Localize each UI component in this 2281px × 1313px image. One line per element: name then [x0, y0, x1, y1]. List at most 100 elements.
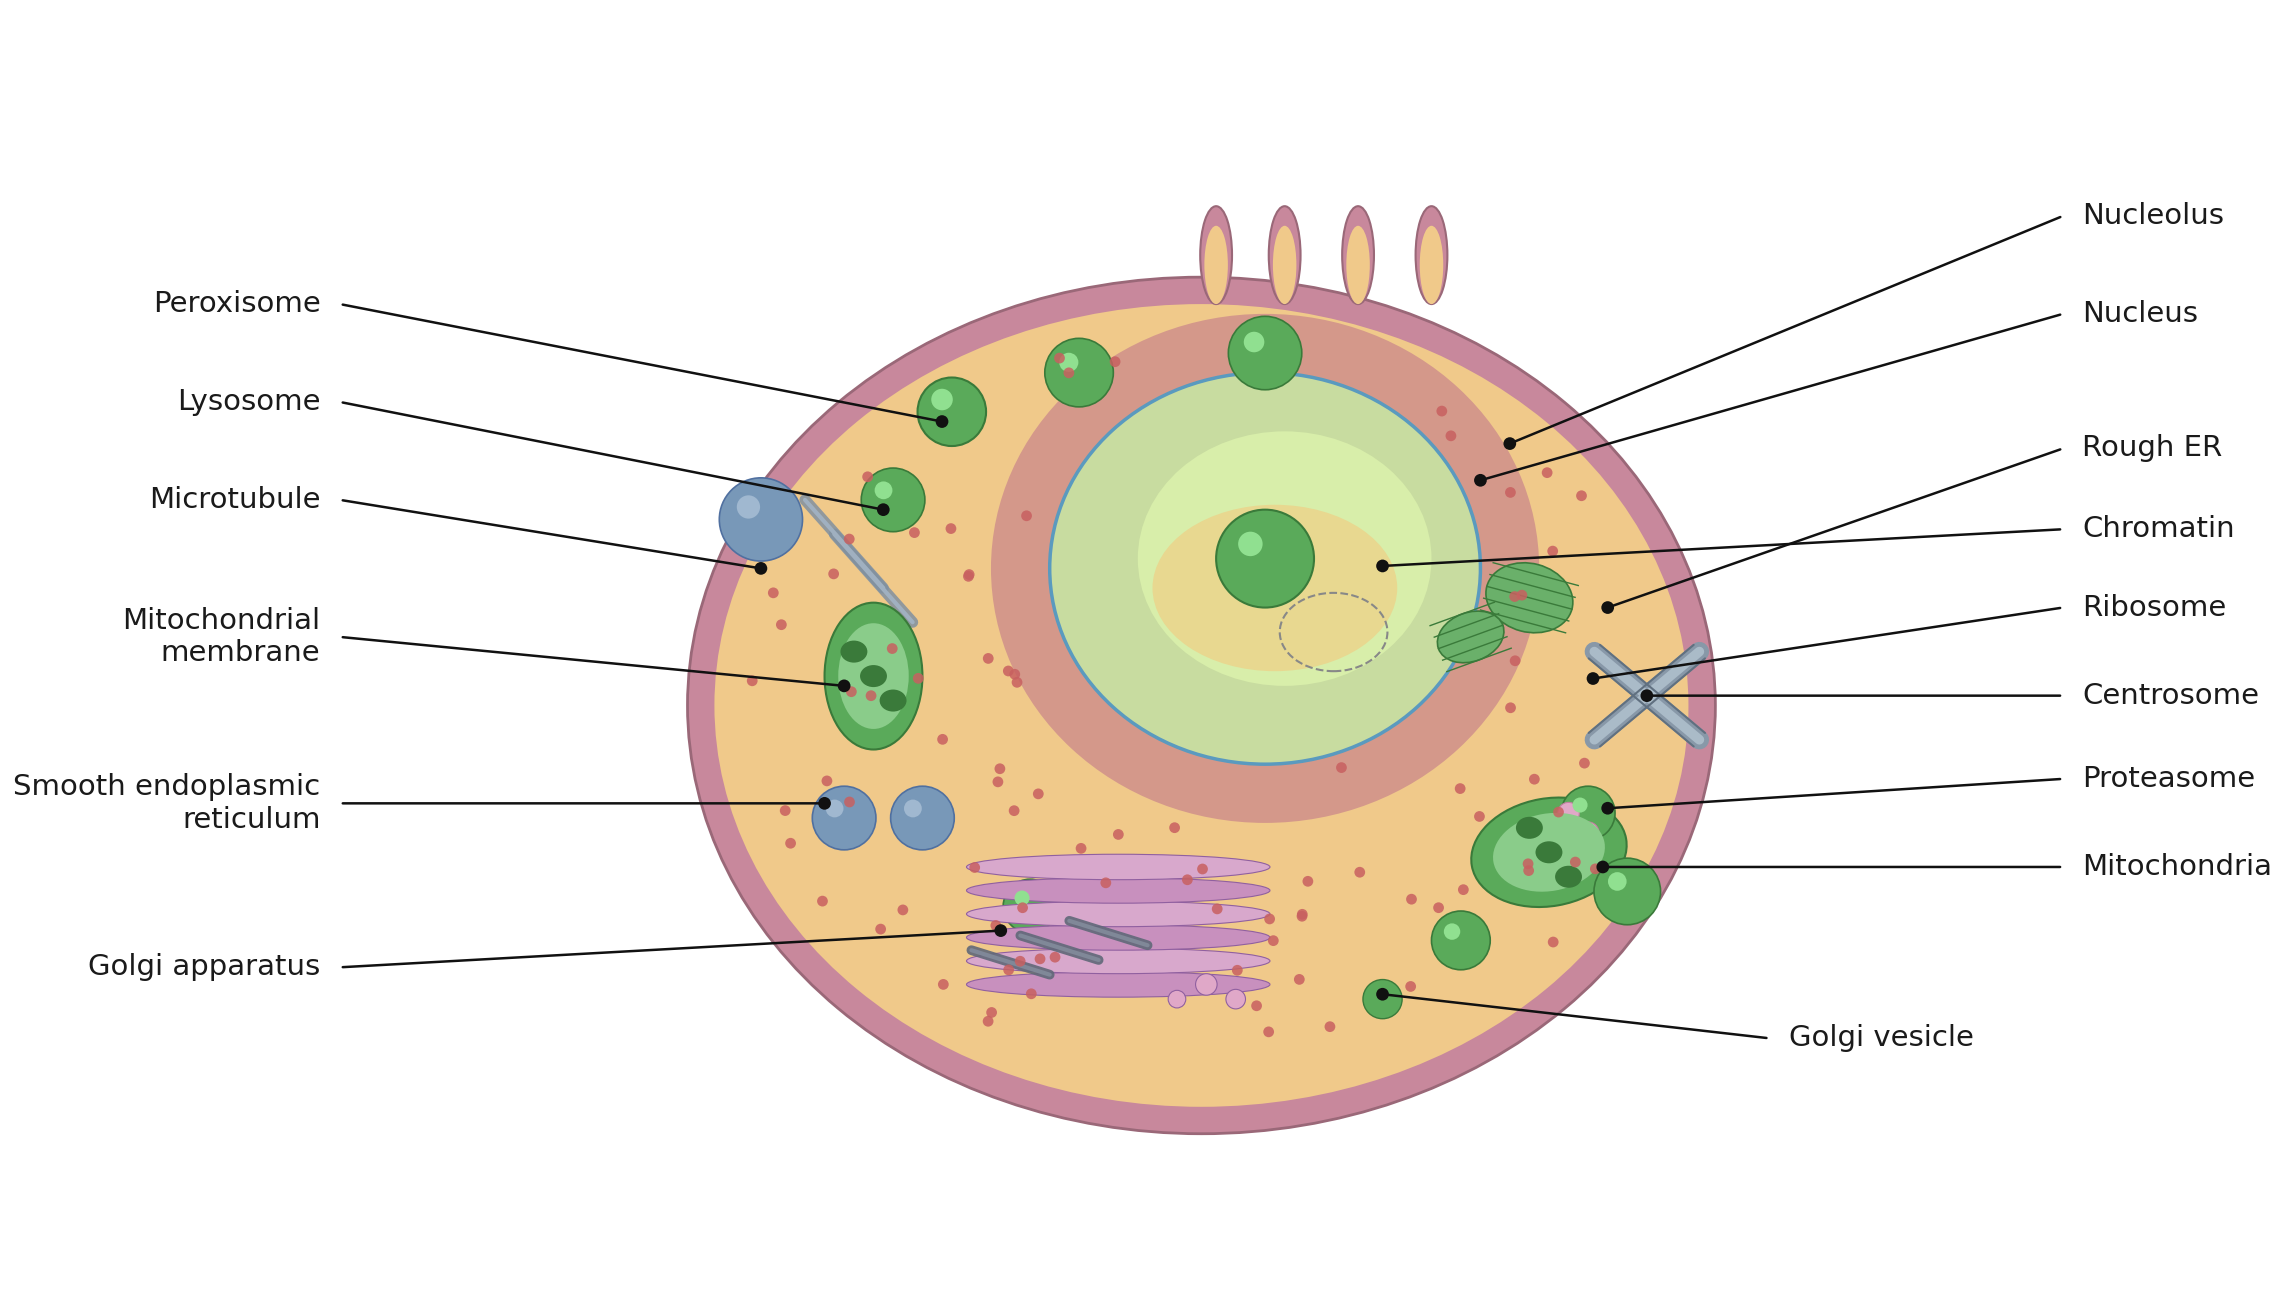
- Circle shape: [1111, 356, 1120, 368]
- Ellipse shape: [812, 786, 876, 850]
- Circle shape: [1505, 487, 1517, 498]
- Circle shape: [995, 924, 1008, 937]
- Circle shape: [1243, 332, 1264, 352]
- Ellipse shape: [880, 689, 906, 712]
- Circle shape: [1170, 822, 1179, 832]
- Circle shape: [1004, 880, 1056, 934]
- Circle shape: [1252, 1001, 1261, 1011]
- Circle shape: [1022, 511, 1031, 521]
- Circle shape: [983, 1016, 995, 1027]
- Circle shape: [1590, 864, 1601, 874]
- Circle shape: [1474, 474, 1487, 487]
- Circle shape: [935, 415, 949, 428]
- Ellipse shape: [860, 666, 887, 687]
- Circle shape: [1553, 806, 1565, 818]
- Circle shape: [992, 776, 1004, 788]
- Circle shape: [1458, 884, 1469, 895]
- Circle shape: [1455, 783, 1467, 794]
- Circle shape: [937, 734, 949, 744]
- Circle shape: [1375, 559, 1389, 572]
- Ellipse shape: [1556, 865, 1583, 888]
- Circle shape: [780, 805, 792, 815]
- Circle shape: [1608, 872, 1626, 890]
- Ellipse shape: [1485, 563, 1574, 633]
- Ellipse shape: [1517, 817, 1542, 839]
- Ellipse shape: [1346, 226, 1371, 305]
- Ellipse shape: [823, 603, 922, 750]
- Circle shape: [1355, 867, 1364, 877]
- Circle shape: [1405, 894, 1417, 905]
- Circle shape: [1077, 843, 1086, 853]
- Circle shape: [1524, 859, 1533, 869]
- Circle shape: [1444, 923, 1460, 940]
- Circle shape: [1182, 874, 1193, 885]
- Circle shape: [1578, 758, 1590, 768]
- Circle shape: [1337, 763, 1346, 773]
- Circle shape: [1264, 1027, 1275, 1037]
- Circle shape: [1239, 532, 1264, 557]
- Circle shape: [896, 905, 908, 915]
- Circle shape: [769, 587, 778, 599]
- Circle shape: [1004, 965, 1015, 976]
- Circle shape: [1588, 672, 1599, 685]
- Circle shape: [903, 800, 922, 818]
- Circle shape: [1510, 655, 1521, 666]
- Ellipse shape: [1471, 797, 1626, 907]
- Text: Centrosome: Centrosome: [2083, 681, 2260, 709]
- Circle shape: [1601, 802, 1615, 814]
- Circle shape: [746, 675, 757, 687]
- Text: Smooth endoplasmic
reticulum: Smooth endoplasmic reticulum: [14, 773, 319, 834]
- Circle shape: [887, 643, 899, 654]
- Circle shape: [785, 838, 796, 848]
- Text: Proteasome: Proteasome: [2083, 765, 2256, 793]
- Circle shape: [828, 569, 839, 579]
- Ellipse shape: [1268, 206, 1300, 305]
- Circle shape: [1597, 860, 1608, 873]
- Ellipse shape: [839, 641, 867, 663]
- Circle shape: [1013, 678, 1022, 688]
- Ellipse shape: [967, 924, 1271, 951]
- Circle shape: [846, 687, 858, 697]
- Circle shape: [1298, 909, 1307, 919]
- Ellipse shape: [1200, 206, 1232, 305]
- Ellipse shape: [967, 948, 1271, 974]
- Circle shape: [983, 653, 995, 664]
- Circle shape: [1058, 353, 1079, 372]
- Circle shape: [837, 680, 851, 692]
- Circle shape: [910, 528, 919, 538]
- Circle shape: [1264, 914, 1275, 924]
- Circle shape: [1026, 989, 1036, 999]
- Circle shape: [1601, 601, 1615, 614]
- Text: Golgi vesicle: Golgi vesicle: [1788, 1024, 1973, 1052]
- Text: Microtubule: Microtubule: [148, 486, 319, 513]
- Circle shape: [1296, 911, 1307, 922]
- Circle shape: [1010, 668, 1020, 680]
- Circle shape: [965, 569, 974, 580]
- Circle shape: [1216, 509, 1314, 608]
- Ellipse shape: [967, 877, 1271, 903]
- Text: Chromatin: Chromatin: [2083, 515, 2235, 544]
- Ellipse shape: [1049, 373, 1480, 764]
- Circle shape: [1099, 877, 1111, 888]
- Circle shape: [1542, 467, 1553, 478]
- Circle shape: [1594, 859, 1661, 924]
- Ellipse shape: [1419, 226, 1444, 305]
- Circle shape: [1302, 876, 1314, 886]
- Ellipse shape: [1273, 226, 1296, 305]
- Circle shape: [1054, 353, 1065, 364]
- Ellipse shape: [967, 972, 1271, 997]
- Circle shape: [1578, 822, 1599, 843]
- Circle shape: [867, 691, 876, 701]
- Circle shape: [912, 674, 924, 684]
- Circle shape: [990, 920, 1001, 931]
- Circle shape: [937, 979, 949, 990]
- Circle shape: [931, 389, 953, 410]
- Ellipse shape: [967, 901, 1271, 927]
- Circle shape: [1211, 903, 1223, 914]
- Circle shape: [844, 797, 855, 807]
- Circle shape: [1503, 437, 1517, 450]
- Circle shape: [1364, 979, 1403, 1019]
- Circle shape: [874, 482, 892, 499]
- Ellipse shape: [1494, 813, 1606, 892]
- Circle shape: [1474, 811, 1485, 822]
